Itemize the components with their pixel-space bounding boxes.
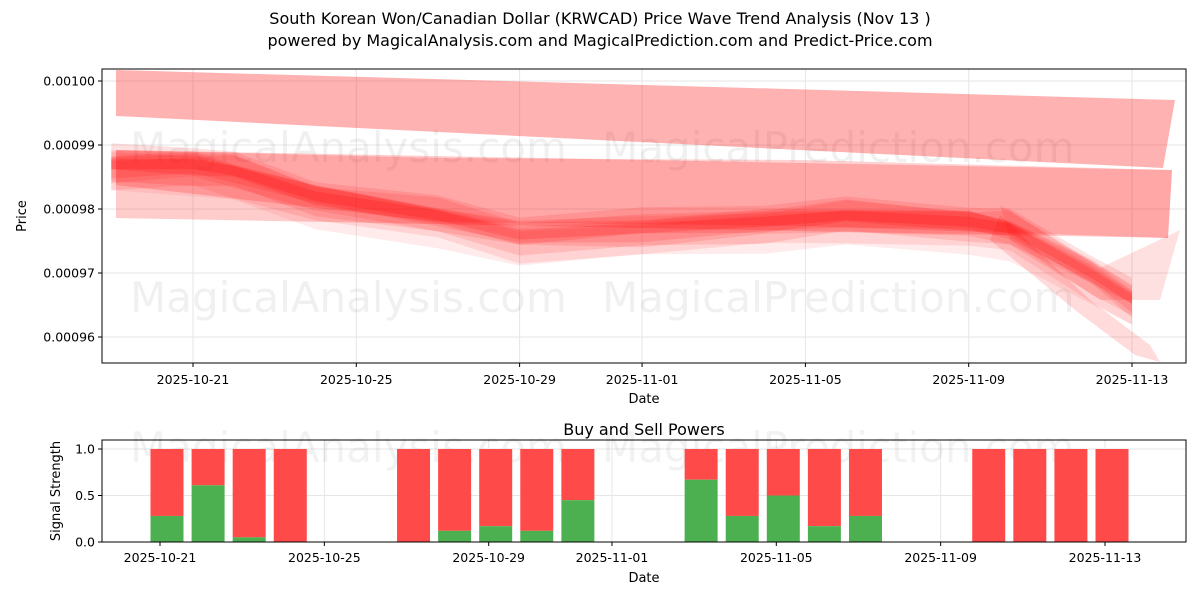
- sell-bar: [520, 449, 554, 531]
- buy-bar: [807, 526, 841, 542]
- svg-text:0.0: 0.0: [75, 535, 95, 550]
- buy-bar: [725, 515, 759, 542]
- svg-text:0.00100: 0.00100: [43, 74, 95, 89]
- signal-x-axis: 2025-10-21 2025-10-25 2025-10-29 2025-11-01…: [124, 542, 1142, 565]
- sell-bar: [725, 449, 759, 516]
- sell-bar: [150, 449, 184, 516]
- svg-text:2025-11-09: 2025-11-09: [904, 550, 977, 565]
- chart-title: South Korean Won/Canadian Dollar (KRWCAD…: [269, 9, 931, 28]
- signal-y-label: Signal Strength: [49, 441, 64, 541]
- svg-text:2025-11-13: 2025-11-13: [1096, 372, 1169, 387]
- wave-bands: [111, 70, 1180, 362]
- sell-bar: [232, 449, 266, 538]
- buy-bar: [684, 479, 718, 542]
- svg-text:2025-11-01: 2025-11-01: [606, 372, 679, 387]
- price-y-label: Price: [15, 200, 30, 232]
- buy-bar: [191, 485, 225, 542]
- svg-text:0.00098: 0.00098: [43, 202, 95, 217]
- price-x-label: Date: [628, 392, 659, 407]
- sell-bar: [191, 449, 225, 486]
- buy-bar: [561, 500, 595, 542]
- svg-text:2025-11-05: 2025-11-05: [769, 372, 842, 387]
- buy-sell-chart: MagicalAnalysis.com MagicalPrediction.com…: [49, 420, 1187, 586]
- svg-text:MagicalPrediction.com: MagicalPrediction.com: [602, 123, 1075, 172]
- buy-bar: [438, 530, 472, 542]
- svg-text:2025-10-21: 2025-10-21: [124, 550, 197, 565]
- sell-bar: [397, 449, 431, 542]
- sell-bar: [684, 449, 718, 480]
- sell-bar: [1095, 449, 1129, 542]
- sell-bar: [1013, 449, 1047, 542]
- svg-text:0.5: 0.5: [75, 488, 95, 503]
- watermark: MagicalAnalysis.com MagicalPrediction.com…: [130, 123, 1075, 322]
- chart-subtitle: powered by MagicalAnalysis.com and Magic…: [267, 31, 933, 50]
- buy-bar: [150, 515, 184, 542]
- svg-text:MagicalPrediction.com: MagicalPrediction.com: [602, 273, 1075, 322]
- svg-text:2025-10-25: 2025-10-25: [288, 550, 361, 565]
- svg-text:1.0: 1.0: [75, 442, 95, 457]
- sell-bar: [972, 449, 1006, 542]
- buy-bar: [232, 537, 266, 542]
- sell-bar: [766, 449, 800, 496]
- sell-bar: [807, 449, 841, 527]
- svg-text:2025-11-01: 2025-11-01: [576, 550, 649, 565]
- signal-y-axis: 0.0 0.5 1.0: [75, 442, 102, 550]
- svg-text:0.00096: 0.00096: [43, 330, 95, 345]
- svg-text:2025-11-13: 2025-11-13: [1069, 550, 1142, 565]
- sell-bar: [438, 449, 472, 531]
- svg-text:0.00097: 0.00097: [43, 266, 95, 281]
- price-chart: MagicalAnalysis.com MagicalPrediction.com…: [15, 68, 1187, 407]
- signal-bars: [150, 449, 1129, 542]
- price-x-axis: 2025-10-21 2025-10-25 2025-10-29 2025-11-01…: [157, 363, 1169, 387]
- sell-bar: [561, 449, 595, 501]
- sell-bar: [479, 449, 513, 527]
- price-y-axis: 0.00096 0.00097 0.00098 0.00099 0.00100: [43, 74, 102, 345]
- svg-text:2025-11-05: 2025-11-05: [740, 550, 813, 565]
- svg-text:2025-10-29: 2025-10-29: [452, 550, 525, 565]
- svg-text:MagicalAnalysis.com: MagicalAnalysis.com: [130, 273, 567, 322]
- sell-bar: [848, 449, 882, 516]
- svg-text:0.00099: 0.00099: [43, 138, 95, 153]
- signal-chart-title: Buy and Sell Powers: [563, 420, 725, 439]
- sell-bar: [1054, 449, 1088, 542]
- svg-text:MagicalAnalysis.com: MagicalAnalysis.com: [130, 123, 567, 172]
- buy-bar: [520, 530, 554, 542]
- buy-bar: [766, 495, 800, 542]
- svg-text:2025-10-21: 2025-10-21: [157, 372, 230, 387]
- svg-text:2025-10-25: 2025-10-25: [320, 372, 393, 387]
- buy-bar: [479, 526, 513, 542]
- svg-text:2025-10-29: 2025-10-29: [483, 372, 556, 387]
- buy-bar: [848, 515, 882, 542]
- sell-bar: [273, 449, 307, 542]
- signal-x-label: Date: [628, 571, 659, 586]
- svg-text:2025-11-09: 2025-11-09: [932, 372, 1005, 387]
